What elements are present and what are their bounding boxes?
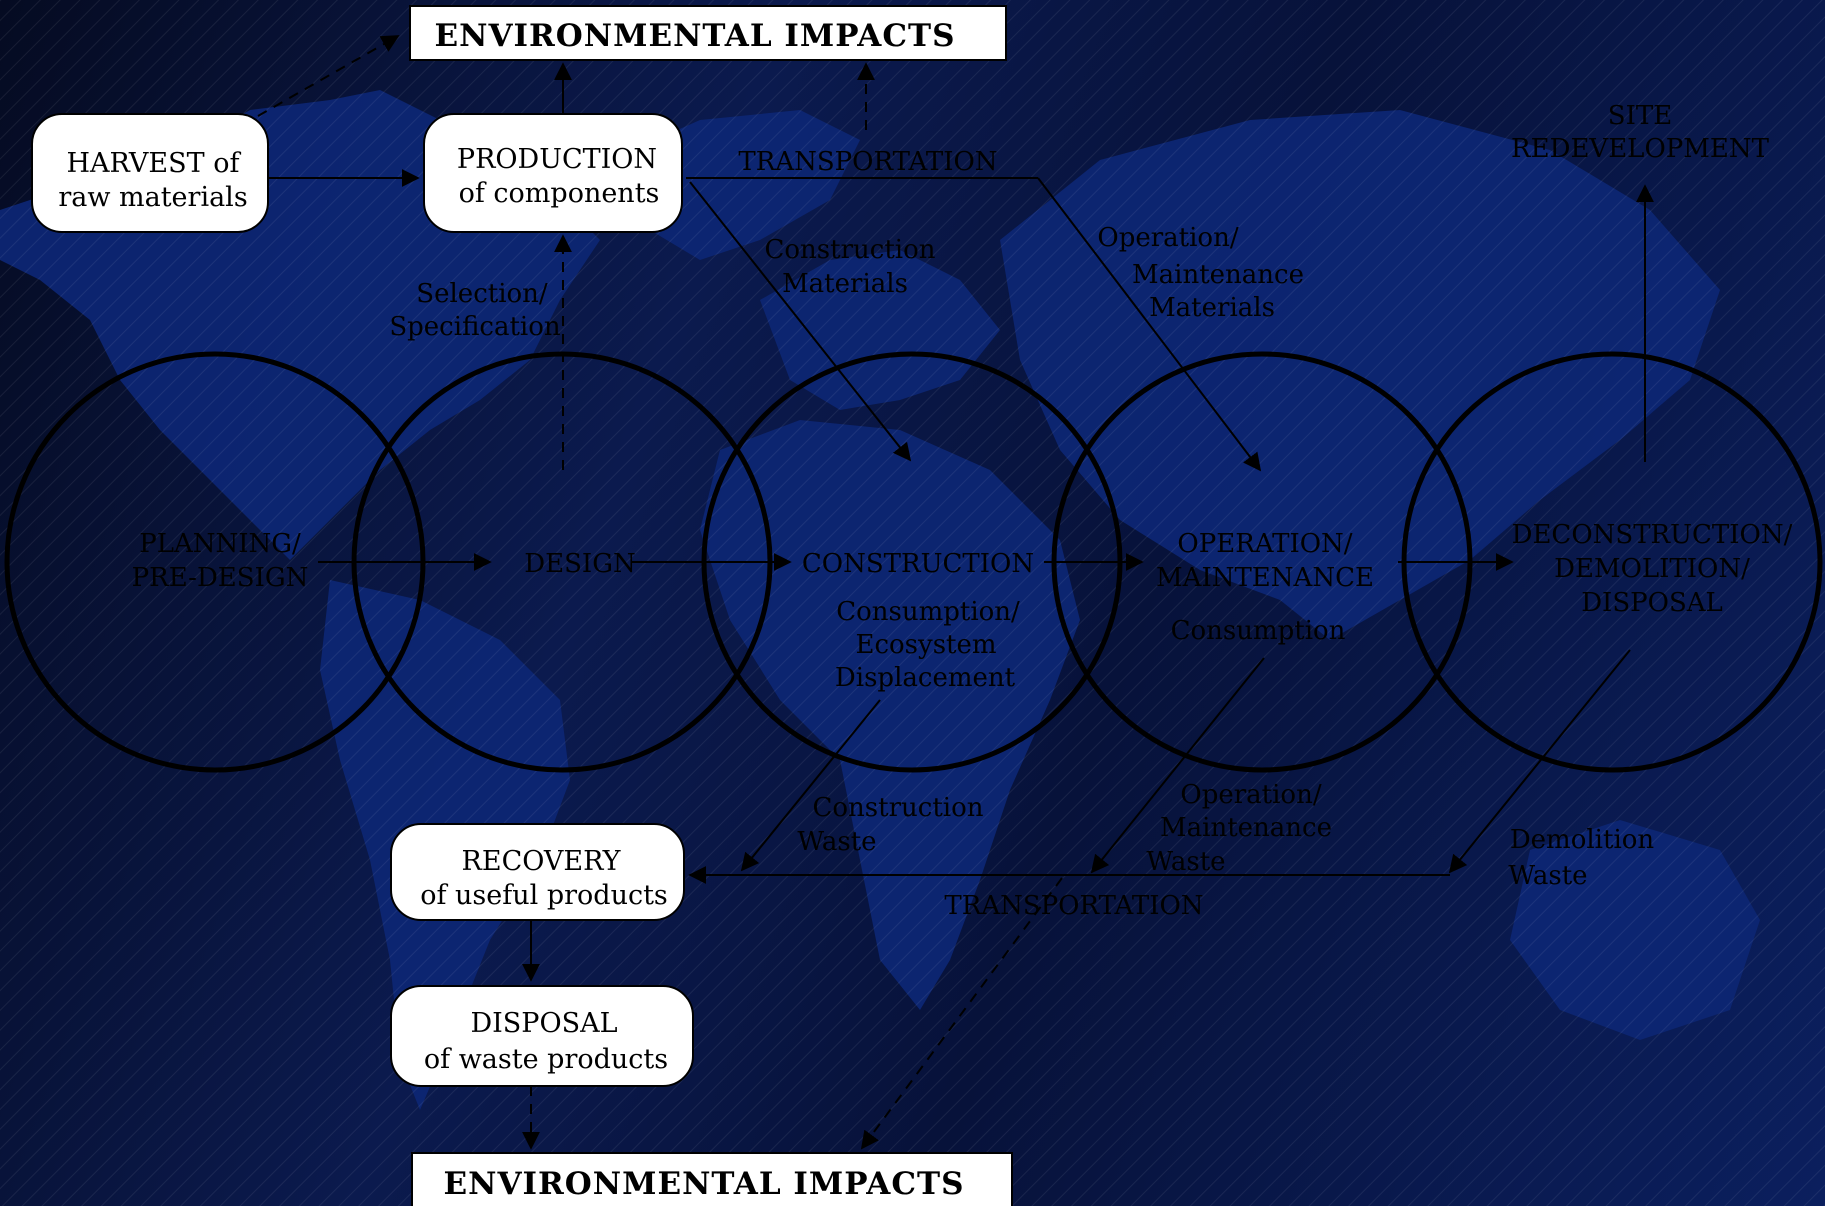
deconstruction-label-line2: DEMOLITION/ <box>1554 554 1750 584</box>
bottom-banner-title: ENVIRONMENTAL IMPACTS <box>444 1166 965 1202</box>
construction-label: CONSTRUCTION <box>802 549 1034 579</box>
operation-waste-line2: Maintenance <box>1160 813 1332 843</box>
operation-materials-line2: Maintenance <box>1132 260 1304 290</box>
construction-materials-line2: Materials <box>782 269 908 299</box>
disposal-box: DISPOSAL of waste products <box>390 985 694 1087</box>
operation-waste-arrow <box>1090 657 1265 874</box>
planning-label-line2: PRE-DESIGN <box>132 563 309 593</box>
planning-label-line1: PLANNING/ <box>139 529 301 559</box>
construction-waste-arrow <box>740 699 881 872</box>
construction-waste-line1: Construction <box>813 793 984 823</box>
operation-waste-line1: Operation/ <box>1180 780 1321 810</box>
harvest-impact-arrow <box>257 35 400 117</box>
stage-labels: PLANNING/ PRE-DESIGN DESIGN CONSTRUCTION… <box>132 520 1793 618</box>
harvest-line1: HARVEST of <box>67 148 242 179</box>
production-line1: PRODUCTION <box>457 144 657 175</box>
transportation-bottom-label: TRANSPORTATION <box>944 891 1203 921</box>
operation-label-line1: OPERATION/ <box>1177 529 1352 559</box>
production-line2: of components <box>459 178 660 209</box>
flow-labels: TRANSPORTATION TRANSPORTATION SITE REDEV… <box>389 101 1769 921</box>
demolition-waste-line1: Demolition <box>1510 825 1655 855</box>
construction-materials-arrow <box>689 181 912 462</box>
construction-consumption-line1: Consumption/ <box>836 597 1020 627</box>
demolition-waste-line2: Waste <box>1508 861 1587 891</box>
construction-consumption-line3: Displacement <box>835 663 1016 693</box>
site-redevelopment-line2: REDEVELOPMENT <box>1511 134 1770 164</box>
top-banner: ENVIRONMENTAL IMPACTS <box>409 5 1007 61</box>
selection-line1: Selection/ <box>416 279 548 309</box>
selection-line2: Specification <box>389 312 561 342</box>
design-label: DESIGN <box>524 549 635 579</box>
transportation-top-label: TRANSPORTATION <box>738 147 997 177</box>
operation-materials-arrow <box>1037 177 1262 472</box>
operation-consumption-label: Consumption <box>1171 616 1346 646</box>
operation-label-line2: MAINTENANCE <box>1156 563 1374 593</box>
recovery-line1: RECOVERY <box>462 846 622 877</box>
deconstruction-label-line1: DECONSTRUCTION/ <box>1512 520 1793 550</box>
disposal-line1: DISPOSAL <box>470 1008 617 1039</box>
connector-lines <box>257 35 1654 1150</box>
bottom-banner: ENVIRONMENTAL IMPACTS <box>411 1152 1013 1206</box>
disposal-line2: of waste products <box>424 1044 668 1075</box>
operation-materials-line3: Materials <box>1149 293 1275 323</box>
site-redevelopment-line1: SITE <box>1608 101 1672 131</box>
top-banner-title: ENVIRONMENTAL IMPACTS <box>435 18 956 54</box>
recovery-box: RECOVERY of useful products <box>390 823 685 921</box>
deconstruction-label-line3: DISPOSAL <box>1581 588 1723 618</box>
operation-materials-line1: Operation/ <box>1097 223 1238 253</box>
demolition-waste-arrow <box>1448 649 1631 874</box>
construction-consumption-line2: Ecosystem <box>855 630 996 660</box>
harvest-line2: raw materials <box>58 182 247 213</box>
construction-waste-line2: Waste <box>797 827 876 857</box>
construction-materials-line1: Construction <box>765 235 936 265</box>
transport-bottom-impact-arrow <box>860 877 1063 1150</box>
operation-waste-line3: Waste <box>1146 847 1225 877</box>
recovery-line2: of useful products <box>420 880 668 911</box>
production-box: PRODUCTION of components <box>423 113 683 233</box>
harvest-box: HARVEST of raw materials <box>31 113 269 233</box>
